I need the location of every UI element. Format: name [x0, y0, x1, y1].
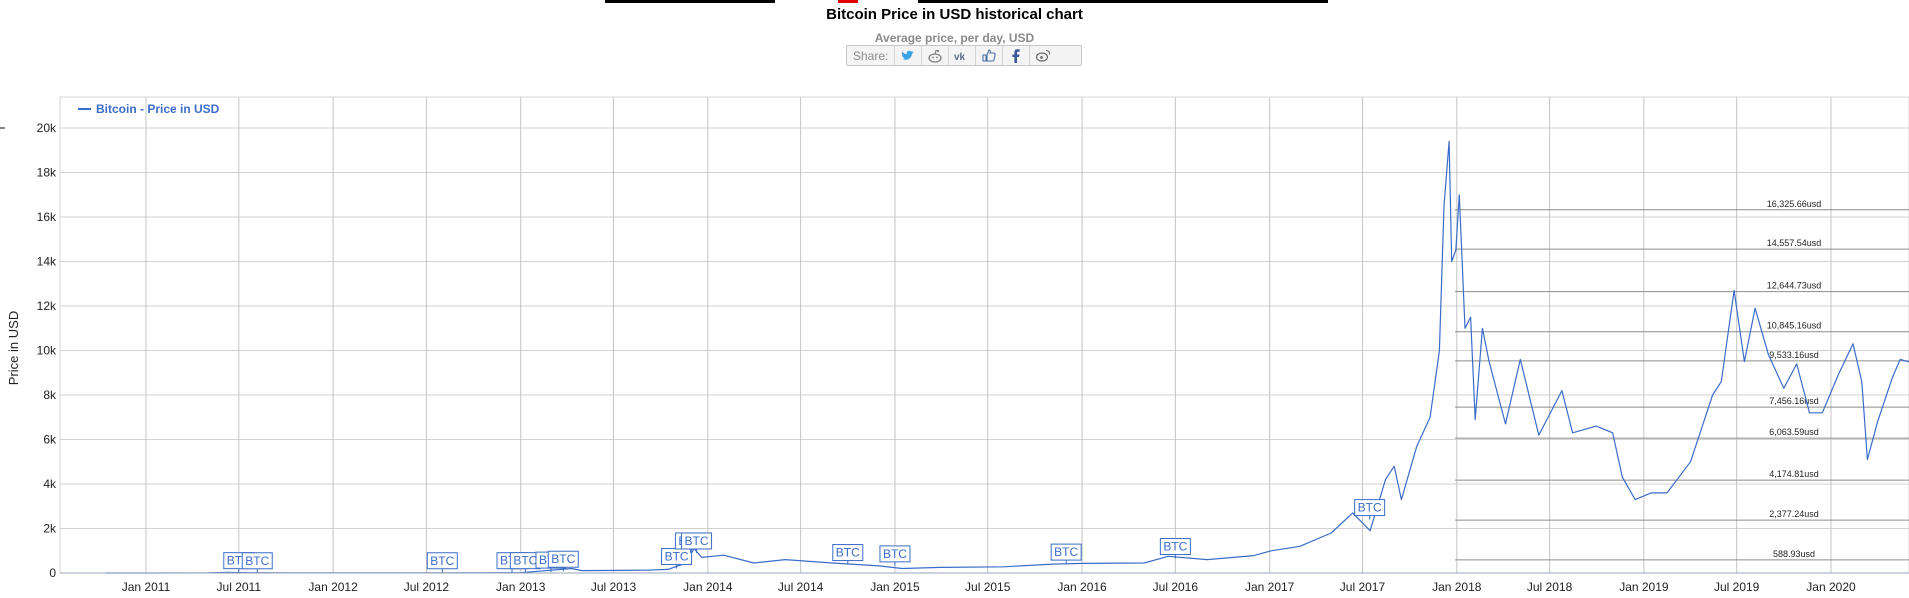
- btc-flag-label: BTC: [836, 546, 860, 560]
- weibo-icon[interactable]: [1029, 46, 1056, 65]
- chart-title: Bitcoin Price in USD historical chart: [826, 6, 1083, 23]
- btc-flag: BTC: [1050, 543, 1082, 565]
- btc-flag-label: BTC: [1358, 501, 1382, 515]
- y-tick-label: 2k: [43, 522, 57, 536]
- twitter-icon[interactable]: [894, 46, 921, 65]
- x-tick-label: Jan 2017: [1245, 580, 1295, 594]
- y-tick-label: 8k: [43, 388, 57, 402]
- btc-flag-box: [1159, 538, 1191, 556]
- decor-bar-right: [918, 0, 1328, 3]
- y-tick-label: 18k: [37, 166, 57, 180]
- x-tick-label: Jul 2014: [778, 580, 824, 594]
- svg-text:vk: vk: [954, 52, 966, 61]
- level-label: 7,456.16usd: [1769, 396, 1819, 406]
- x-tick-label: Jan 2016: [1057, 580, 1107, 594]
- event-flags: BTCBTCBTCBTCBTCBTCBTCBTCBTCBTCBTCBTCBTCB…: [223, 499, 1386, 573]
- x-tick-label: Jul 2019: [1714, 580, 1760, 594]
- facebook-icon[interactable]: [1002, 46, 1029, 65]
- x-tick-label: Jul 2017: [1340, 580, 1386, 594]
- y-tick-label: 14k: [37, 255, 57, 269]
- level-label: 4,174.81usd: [1769, 469, 1819, 479]
- decor-bar-left: [605, 0, 775, 3]
- plot-area-border: [59, 96, 1909, 574]
- level-label: 12,644.73usd: [1767, 281, 1822, 291]
- level-label: 6,063.59usd: [1769, 427, 1819, 437]
- btc-flag-box: [241, 552, 273, 570]
- like-icon[interactable]: [975, 46, 1002, 65]
- share-label: Share:: [853, 48, 889, 63]
- btc-flag: BTC: [832, 544, 864, 565]
- btc-flag: BTC: [681, 532, 713, 553]
- x-tick-label: Jan 2018: [1432, 580, 1482, 594]
- x-tick-label: Jul 2016: [1153, 580, 1199, 594]
- x-tick-label: Jan 2014: [683, 580, 733, 594]
- price-series: [106, 140, 1909, 574]
- btc-flag-box: [426, 552, 458, 570]
- x-tick-label: Jan 2013: [496, 580, 546, 594]
- btc-flag: BTC: [241, 552, 273, 573]
- y-tick-label: 16k: [37, 210, 57, 224]
- btc-flag-label: BTC: [665, 550, 689, 564]
- reddit-icon[interactable]: [921, 46, 948, 65]
- btc-flag: BTC: [1354, 499, 1386, 520]
- btc-flag: BTC: [509, 552, 541, 573]
- y-tick-label: 12k: [37, 299, 57, 313]
- btc-flag-label: BTC: [430, 554, 454, 568]
- chart-grid: [60, 97, 1909, 574]
- level-label: 9,533.16usd: [1769, 350, 1819, 360]
- x-tick-label: Jan 2020: [1806, 580, 1856, 594]
- btc-flag-label: BTC: [513, 554, 537, 568]
- x-tick-label: Jan 2015: [870, 580, 920, 594]
- y-tick-label: 10k: [37, 344, 57, 358]
- level-label: 14,557.54usd: [1767, 238, 1822, 248]
- price-line: [106, 140, 1909, 574]
- btc-flag: BTC: [1159, 538, 1191, 559]
- btc-flag-box: [1050, 543, 1082, 561]
- y-tick-label: 4k: [43, 477, 57, 491]
- legend-label[interactable]: Bitcoin - Price in USD: [96, 102, 220, 116]
- x-tick-label: Jul 2012: [404, 580, 450, 594]
- level-label: 588.93usd: [1773, 549, 1815, 559]
- x-tick-label: Jan 2019: [1619, 580, 1669, 594]
- btc-flag: BTC: [426, 552, 458, 573]
- btc-flag-box: [832, 544, 864, 562]
- legend[interactable]: Bitcoin - Price in USD: [78, 102, 220, 116]
- btc-flag-box: [879, 545, 911, 563]
- btc-flag-label: BTC: [551, 552, 575, 566]
- btc-flag-label: BTC: [245, 554, 269, 568]
- btc-flag-box: [1354, 499, 1386, 517]
- x-tick-label: Jan 2011: [122, 580, 171, 594]
- y-tick-label: 0: [49, 566, 56, 580]
- btc-flag-box: [681, 532, 713, 550]
- btc-flag-label: BTC: [883, 547, 907, 561]
- btc-flag-label: BTC: [685, 534, 709, 548]
- level-label: 16,325.66usd: [1767, 199, 1822, 209]
- btc-flag: BTC: [661, 548, 693, 569]
- level-lines: 16,325.66usd 14,557.54usd 12,644.73usd 10,8…: [1455, 199, 1909, 561]
- chart-subtitle: Average price, per day, USD: [874, 31, 1035, 45]
- btc-flag-box: [547, 550, 579, 568]
- x-tick-label: Jul 2013: [591, 580, 637, 594]
- btc-flag-label: BTC: [1163, 540, 1187, 554]
- x-tick-label: Jul 2015: [965, 580, 1011, 594]
- btc-flag: BTC: [547, 550, 579, 572]
- decor-bar-red: [838, 0, 858, 3]
- x-tick-label: Jan 2012: [308, 580, 358, 594]
- x-tick-label: Jul 2018: [1527, 580, 1573, 594]
- btc-flag-label: BTC: [1054, 545, 1078, 559]
- x-tick-label: Jul 2011: [217, 580, 262, 594]
- level-label: 10,845.16usd: [1767, 321, 1822, 331]
- level-label: 2,377.24usd: [1769, 509, 1819, 519]
- x-axis: Jan 2011 Jul 2011 Jan 2012 Jul 2012 Jan 2013…: [60, 572, 1909, 594]
- y-axis: 0 2k 4k 6k 8k 10k 12k 14k 16k 18k 20k: [37, 121, 57, 580]
- y-tick-label: 20k: [37, 121, 57, 135]
- y-tick-label: 6k: [43, 433, 57, 447]
- share-bar: Share: vk: [846, 45, 1082, 66]
- vk-icon[interactable]: vk: [948, 46, 975, 65]
- y-axis-label: Price in USD: [6, 311, 21, 385]
- btc-flag: BTC: [879, 545, 911, 566]
